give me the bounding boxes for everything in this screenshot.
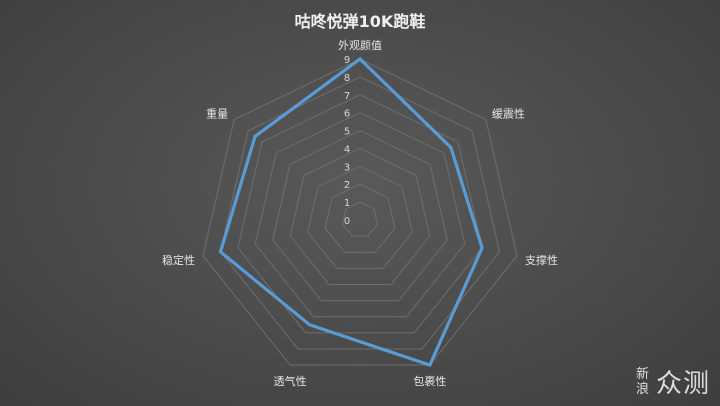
data-series-line xyxy=(218,56,484,368)
category-label: 稳定性 xyxy=(162,253,195,267)
watermark-small-text: 新浪 xyxy=(635,366,649,397)
scale-tick-label: 3 xyxy=(344,162,350,173)
scale-tick-label: 9 xyxy=(344,55,350,66)
grid-ring xyxy=(254,112,466,318)
grid-ring xyxy=(202,58,518,366)
grid-ring xyxy=(307,165,413,269)
scale-tick-label: 0 xyxy=(344,216,350,227)
scale-tick-label: 8 xyxy=(344,73,350,84)
scale-tick-label: 5 xyxy=(344,127,350,138)
scale-tick-label: 1 xyxy=(344,198,350,209)
grid-ring xyxy=(272,130,448,302)
grid-ring xyxy=(289,147,431,285)
scale-tick-label: 7 xyxy=(344,91,350,102)
grid-ring xyxy=(219,76,501,350)
category-label: 缓震性 xyxy=(492,107,525,121)
grid-ring xyxy=(342,201,378,237)
category-label: 透气性 xyxy=(274,374,307,388)
category-label: 支撑性 xyxy=(525,253,558,267)
scale-tick-label: 4 xyxy=(344,144,350,155)
category-label: 包裹性 xyxy=(413,374,446,388)
grid-ring xyxy=(237,94,483,334)
category-label: 外观颜值 xyxy=(338,39,382,52)
watermark-big-text: 众测 xyxy=(655,369,710,399)
category-label: 重量 xyxy=(206,107,228,121)
scale-tick-label: 6 xyxy=(344,109,350,120)
scale-tick-label: 2 xyxy=(344,180,350,191)
grid-ring xyxy=(324,183,396,253)
chart-title: 咕咚悦弹10K跑鞋 xyxy=(294,12,426,31)
watermark-logo: 新浪 众测 xyxy=(636,363,710,400)
